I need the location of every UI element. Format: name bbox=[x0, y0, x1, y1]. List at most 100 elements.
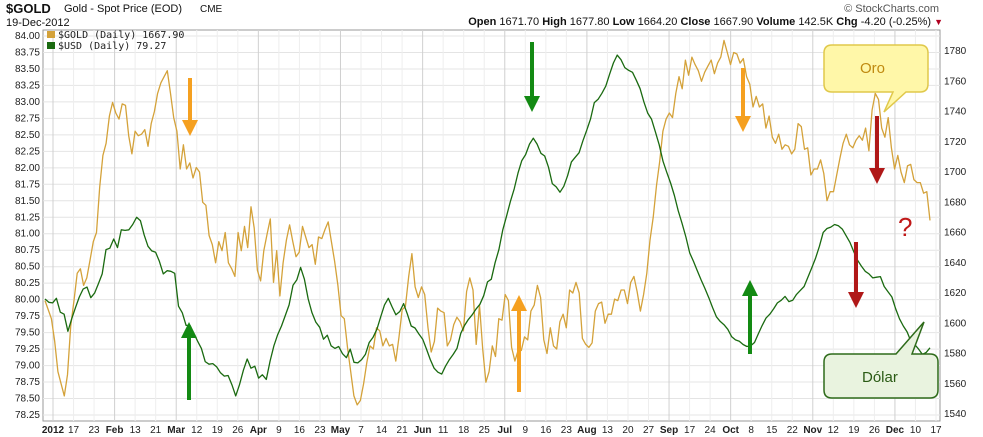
x-tick-label: Apr bbox=[250, 425, 267, 436]
x-tick-label: 26 bbox=[869, 425, 881, 436]
left-tick-label: 78.50 bbox=[15, 394, 40, 405]
left-tick-label: 80.75 bbox=[15, 245, 40, 256]
right-tick-label: 1580 bbox=[944, 349, 967, 360]
x-tick-label: Dec bbox=[886, 425, 905, 436]
x-tick-label: 17 bbox=[68, 425, 80, 436]
x-tick-label: 23 bbox=[89, 425, 101, 436]
close-label: Close bbox=[680, 16, 711, 28]
left-tick-label: 80.50 bbox=[15, 262, 40, 273]
left-tick-label: 81.00 bbox=[15, 229, 40, 240]
callout-dolar: Dólar bbox=[823, 321, 939, 399]
x-tick-label: 21 bbox=[150, 425, 162, 436]
x-axis: 2012 17 23 Feb 13 21 Mar 12 19 26 Apr 9 16 23 May 7 14 21… bbox=[42, 425, 942, 436]
x-tick-label: Mar bbox=[167, 425, 185, 436]
left-tick-label: 82.50 bbox=[15, 130, 40, 141]
left-tick-label: 81.75 bbox=[15, 179, 40, 190]
x-tick-label: 13 bbox=[130, 425, 142, 436]
plot-area bbox=[42, 29, 941, 422]
x-tick-label: 10 bbox=[910, 425, 922, 436]
x-tick-label: 12 bbox=[191, 425, 203, 436]
x-tick-label: May bbox=[331, 425, 351, 436]
left-tick-label: 80.25 bbox=[15, 278, 40, 289]
down-triangle-icon: ▼ bbox=[934, 17, 943, 27]
x-tick-label: Feb bbox=[106, 425, 124, 436]
left-tick-label: 80.00 bbox=[15, 295, 40, 306]
left-tick-label: 79.00 bbox=[15, 361, 40, 372]
open-label: Open bbox=[468, 16, 497, 28]
x-tick-label: 25 bbox=[479, 425, 491, 436]
question-mark: ? bbox=[898, 212, 912, 242]
left-tick-label: 83.50 bbox=[15, 64, 40, 75]
right-tick-label: 1540 bbox=[944, 409, 967, 420]
legend-gold: $GOLD (Daily) 1667.90 bbox=[58, 30, 184, 41]
legend-usd: $USD (Daily) 79.27 bbox=[58, 41, 166, 52]
left-tick-label: 79.50 bbox=[15, 328, 40, 339]
legend-usd-swatch bbox=[47, 42, 55, 49]
right-tick-label: 1560 bbox=[944, 379, 967, 390]
x-tick-label: 24 bbox=[705, 425, 717, 436]
callout-oro-bubble bbox=[823, 44, 929, 113]
volume-value: 142.5K bbox=[798, 16, 834, 28]
x-tick-label: 17 bbox=[684, 425, 696, 436]
x-tick-label: 18 bbox=[458, 425, 470, 436]
x-tick-label: 22 bbox=[787, 425, 799, 436]
chg-label: Chg bbox=[836, 16, 858, 28]
close-value: 1667.90 bbox=[713, 16, 754, 28]
callout-oro: Oro bbox=[823, 44, 929, 113]
x-tick-label: 14 bbox=[376, 425, 388, 436]
x-tick-label: 19 bbox=[848, 425, 860, 436]
x-tick-label: 8 bbox=[748, 425, 754, 436]
left-tick-label: 79.25 bbox=[15, 344, 40, 355]
legend-gold-swatch bbox=[47, 31, 55, 38]
left-tick-label: 81.50 bbox=[15, 196, 40, 207]
x-tick-label: Oct bbox=[722, 425, 739, 436]
right-tick-label: 1620 bbox=[944, 288, 967, 299]
x-tick-label: 9 bbox=[276, 425, 282, 436]
right-tick-label: 1640 bbox=[944, 258, 967, 269]
x-tick-label: 12 bbox=[828, 425, 840, 436]
exchange-label: CME bbox=[200, 4, 223, 15]
right-tick-label: 1680 bbox=[944, 197, 967, 208]
right-tick-label: 1760 bbox=[944, 76, 967, 87]
x-tick-label: 9 bbox=[523, 425, 529, 436]
x-tick-label: 23 bbox=[561, 425, 573, 436]
x-tick-label: 17 bbox=[930, 425, 942, 436]
x-tick-label: Jun bbox=[414, 425, 432, 436]
brand-watermark: © StockCharts.com bbox=[844, 3, 939, 15]
callout-dolar-bubble bbox=[823, 321, 939, 399]
x-tick-label: 7 bbox=[358, 425, 364, 436]
left-tick-label: 83.25 bbox=[15, 80, 40, 91]
left-tick-label: 81.25 bbox=[15, 212, 40, 223]
x-tick-label: Jul bbox=[498, 425, 513, 436]
right-tick-label: 1660 bbox=[944, 228, 967, 239]
chart-date: 19-Dec-2012 bbox=[6, 17, 70, 29]
x-tick-label: 13 bbox=[602, 425, 614, 436]
legend: $GOLD (Daily) 1667.90 $USD (Daily) 79.27 bbox=[47, 30, 184, 52]
left-tick-label: 78.75 bbox=[15, 377, 40, 388]
right-tick-label: 1780 bbox=[944, 46, 967, 57]
left-tick-label: 82.75 bbox=[15, 113, 40, 124]
left-tick-label: 83.00 bbox=[15, 97, 40, 108]
callout-dolar-text: Dólar bbox=[862, 369, 898, 386]
left-axis: 84.00 83.75 83.50 83.25 83.00 82.75 82.50 82.25… bbox=[15, 31, 40, 421]
left-tick-label: 78.25 bbox=[15, 410, 40, 421]
left-tick-label: 82.25 bbox=[15, 146, 40, 157]
left-tick-label: 79.75 bbox=[15, 311, 40, 322]
gold-series-line bbox=[44, 39, 931, 406]
x-tick-label: 19 bbox=[212, 425, 224, 436]
x-tick-label: 2012 bbox=[42, 425, 65, 436]
x-tick-label: Sep bbox=[660, 425, 678, 436]
right-axis: 1780 1760 1740 1720 1700 1680 1660 1640 1620 1600… bbox=[944, 46, 967, 420]
x-tick-label: 26 bbox=[232, 425, 244, 436]
quote-bar: Open 1671.70 High 1677.80 Low 1664.20 Cl… bbox=[468, 16, 943, 28]
open-value: 1671.70 bbox=[499, 16, 540, 28]
x-tick-label: 23 bbox=[314, 425, 326, 436]
volume-label: Volume bbox=[756, 16, 796, 28]
x-tick-label: 15 bbox=[766, 425, 778, 436]
low-label: Low bbox=[612, 16, 635, 28]
chg-value: -4.20 (-0.25%) bbox=[860, 16, 932, 28]
left-tick-label: 83.75 bbox=[15, 47, 40, 58]
high-value: 1677.80 bbox=[569, 16, 610, 28]
low-value: 1664.20 bbox=[637, 16, 678, 28]
